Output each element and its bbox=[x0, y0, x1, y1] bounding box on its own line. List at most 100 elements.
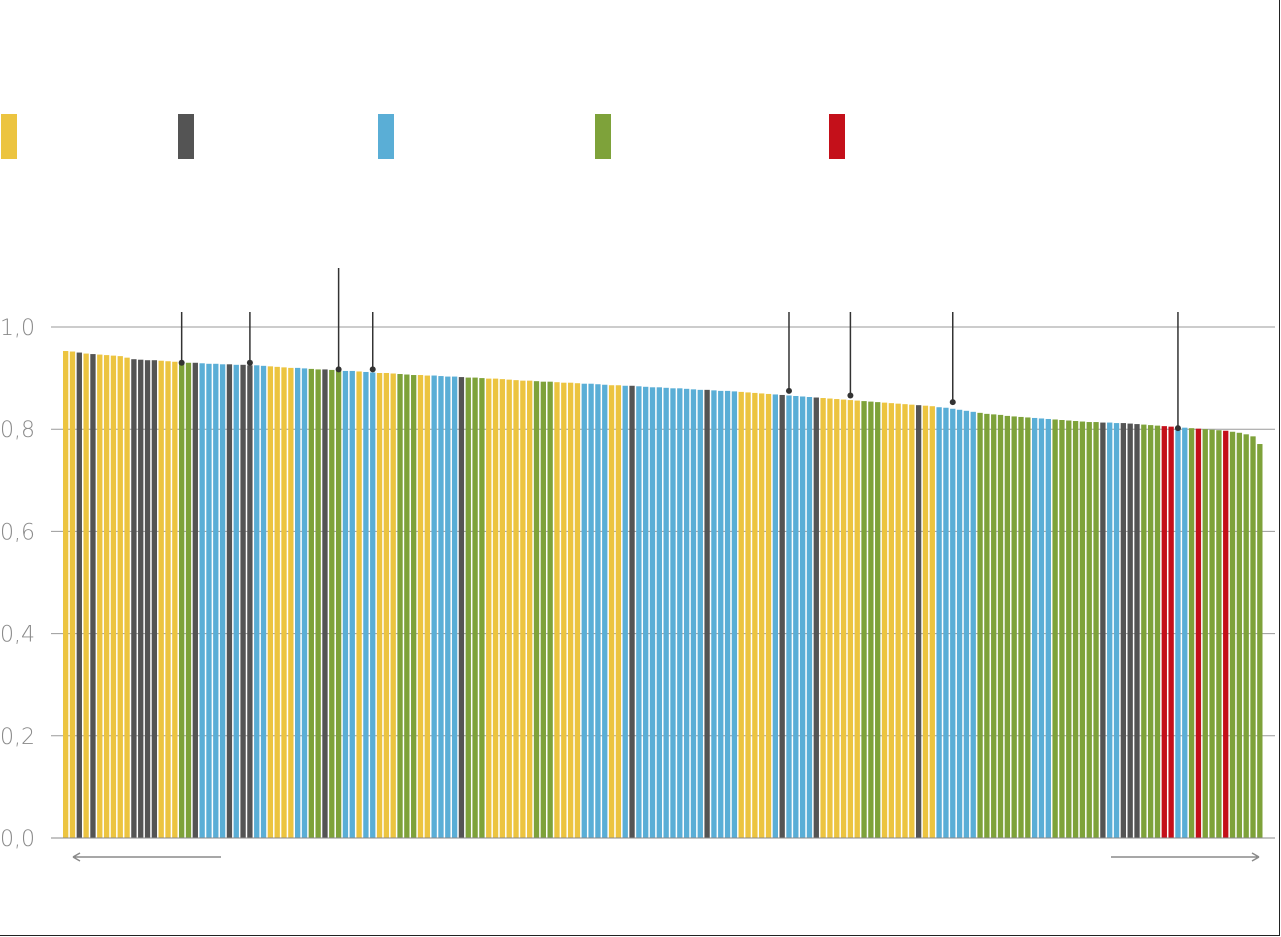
bar-yellow bbox=[881, 402, 888, 838]
bar-green bbox=[977, 412, 983, 838]
bar-green bbox=[1154, 425, 1161, 838]
bar-blue bbox=[199, 363, 205, 838]
legend-swatch-dark bbox=[178, 114, 194, 159]
bar-green bbox=[179, 362, 185, 838]
bar-yellow bbox=[561, 382, 567, 838]
bar-blue bbox=[936, 407, 942, 838]
bar-yellow bbox=[834, 399, 840, 838]
bar-blue bbox=[260, 365, 267, 838]
bar-yellow bbox=[97, 354, 103, 838]
bar-yellow bbox=[281, 367, 287, 838]
bar-blue bbox=[793, 395, 799, 838]
bar-green bbox=[411, 375, 417, 838]
bar-yellow bbox=[103, 355, 110, 838]
y-tick-label: 0,0 bbox=[0, 827, 35, 852]
bar-yellow bbox=[165, 361, 171, 838]
bar-blue bbox=[301, 368, 308, 838]
bar-blue bbox=[786, 395, 792, 838]
bar-blue bbox=[295, 367, 301, 838]
bar-blue bbox=[1113, 423, 1120, 838]
bar-yellow bbox=[759, 393, 765, 838]
bar-dark bbox=[90, 354, 96, 838]
bar-blue bbox=[731, 391, 738, 838]
bar-yellow bbox=[840, 399, 847, 838]
legend-swatch-green bbox=[595, 114, 611, 159]
bar-green bbox=[868, 401, 874, 838]
bar-blue bbox=[431, 375, 437, 838]
bar-red bbox=[1168, 426, 1174, 838]
bar-green bbox=[1202, 429, 1208, 838]
bar-blue bbox=[1045, 418, 1051, 838]
bar-green bbox=[1086, 422, 1092, 838]
bar-green bbox=[540, 381, 546, 838]
bar-blue bbox=[213, 363, 219, 838]
bar-green bbox=[1147, 425, 1154, 838]
bar-blue bbox=[636, 386, 642, 838]
bar-green bbox=[1066, 420, 1072, 838]
bar-blue bbox=[1175, 427, 1181, 838]
bar-red bbox=[1223, 430, 1229, 838]
bar-dark bbox=[138, 359, 144, 838]
bar-red bbox=[1161, 426, 1167, 838]
bar-blue bbox=[1031, 417, 1038, 838]
bar-blue bbox=[799, 396, 806, 838]
bar-green bbox=[1018, 416, 1024, 838]
bar-blue bbox=[1182, 427, 1188, 838]
bar-green bbox=[1250, 436, 1256, 838]
bar-blue bbox=[963, 410, 970, 838]
bar-dark bbox=[1100, 422, 1106, 838]
bar-yellow bbox=[827, 398, 833, 838]
bar-green bbox=[861, 401, 867, 838]
right-arrow-icon bbox=[1111, 852, 1260, 862]
bar-yellow bbox=[69, 351, 76, 838]
bar-yellow bbox=[765, 393, 772, 838]
bar-yellow bbox=[83, 353, 89, 838]
bar-dark bbox=[151, 360, 158, 838]
bar-dark bbox=[704, 389, 710, 838]
bar-yellow bbox=[513, 380, 519, 838]
bar-blue bbox=[342, 370, 349, 838]
bar-yellow bbox=[492, 378, 499, 838]
bar-green bbox=[1072, 421, 1079, 838]
bar-yellow bbox=[888, 403, 895, 838]
bar-blue bbox=[622, 385, 628, 838]
bar-green bbox=[1141, 424, 1147, 838]
bar-blue bbox=[656, 387, 662, 838]
bar-green bbox=[1059, 420, 1065, 838]
bar-green bbox=[984, 413, 990, 838]
bar-blue bbox=[690, 389, 697, 838]
bar-dark bbox=[915, 405, 922, 838]
bar-blue bbox=[349, 370, 355, 838]
bar-dark bbox=[240, 364, 246, 838]
bar-blue bbox=[772, 394, 778, 838]
bar-blue bbox=[445, 376, 451, 838]
bar-yellow bbox=[738, 391, 744, 838]
bar-yellow bbox=[117, 356, 123, 838]
bar-yellow bbox=[854, 400, 860, 838]
bar-yellow bbox=[63, 351, 69, 838]
bar-yellow bbox=[615, 385, 622, 838]
bar-dark bbox=[458, 377, 465, 838]
bar-blue bbox=[254, 365, 260, 838]
bar-blue bbox=[943, 407, 949, 838]
bar-dark bbox=[144, 360, 151, 838]
bar-green bbox=[875, 402, 881, 838]
bar-yellow bbox=[110, 355, 117, 838]
bar-dark bbox=[192, 362, 198, 838]
bar-dark bbox=[1120, 423, 1127, 838]
bar-blue bbox=[1107, 422, 1113, 838]
bar-green bbox=[1216, 430, 1222, 838]
bar-yellow bbox=[820, 398, 826, 838]
bar-yellow bbox=[424, 375, 430, 838]
bar-blue bbox=[451, 376, 458, 838]
bar-yellow bbox=[124, 357, 130, 838]
bar-dark bbox=[247, 365, 253, 838]
bar-yellow bbox=[172, 361, 178, 838]
bar-yellow bbox=[574, 383, 581, 838]
bar-green bbox=[465, 377, 471, 838]
bar-yellow bbox=[356, 371, 362, 838]
bar-blue bbox=[724, 390, 731, 839]
bar-blue bbox=[219, 364, 226, 838]
bar-dark bbox=[226, 364, 233, 838]
